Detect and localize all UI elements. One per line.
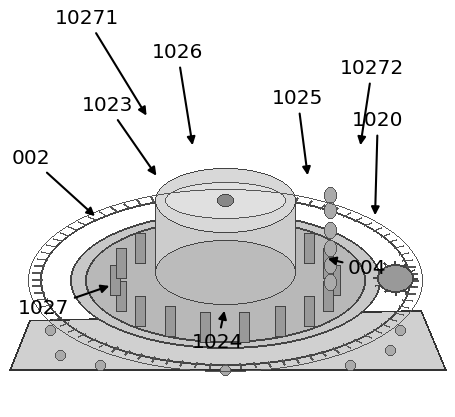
Text: 1023: 1023 xyxy=(82,96,155,174)
Text: 1020: 1020 xyxy=(351,111,403,213)
Text: 10271: 10271 xyxy=(55,9,145,114)
Text: 1025: 1025 xyxy=(271,89,323,173)
Text: 1024: 1024 xyxy=(192,313,243,352)
Text: 10272: 10272 xyxy=(339,59,404,143)
Text: 1026: 1026 xyxy=(152,43,203,143)
Text: 1027: 1027 xyxy=(18,286,107,318)
Text: 004: 004 xyxy=(329,258,386,278)
Text: 002: 002 xyxy=(12,149,93,215)
